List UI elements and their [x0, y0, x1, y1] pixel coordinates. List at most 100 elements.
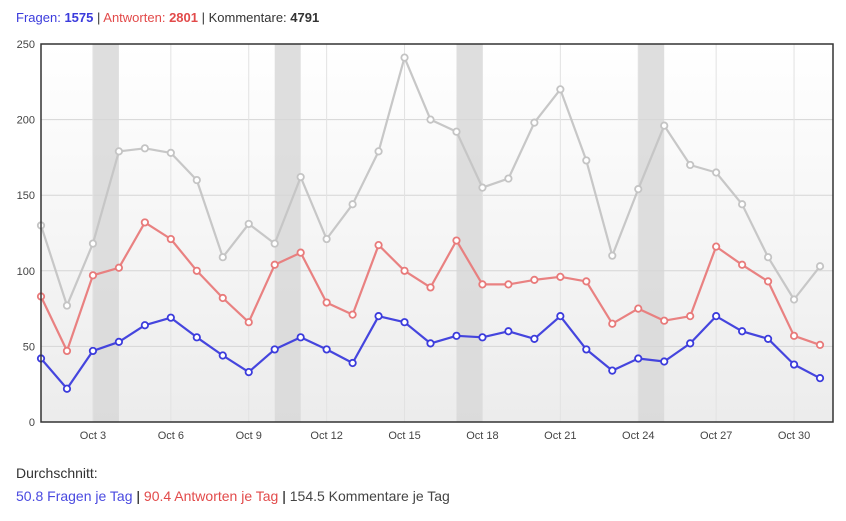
data-point-questions — [88, 346, 98, 356]
data-point-questions — [738, 327, 747, 336]
data-point-answers — [763, 277, 773, 286]
x-tick-label: Oct 15 — [388, 430, 420, 442]
data-point-questions — [763, 334, 773, 343]
data-point-questions — [270, 345, 279, 354]
data-point-questions — [114, 337, 124, 346]
x-tick-label: Oct 18 — [466, 430, 498, 442]
data-point-questions — [166, 313, 175, 322]
data-point-answers — [634, 304, 643, 313]
data-point-comments — [114, 147, 124, 156]
data-point-comments — [426, 115, 435, 124]
data-point-comments — [478, 183, 487, 192]
data-point-answers — [322, 298, 331, 307]
data-point-answers — [712, 242, 721, 251]
data-point-answers — [426, 283, 435, 292]
answers-count: 2801 — [169, 10, 198, 25]
data-point-answers — [582, 277, 591, 286]
data-point-answers — [114, 263, 124, 272]
data-point-questions — [530, 334, 539, 343]
data-point-questions — [322, 345, 331, 354]
avg-comments: 154.5 Kommentare je Tag — [289, 488, 450, 504]
data-point-comments — [400, 53, 409, 62]
data-point-questions — [400, 318, 409, 327]
data-point-answers — [556, 272, 565, 281]
weekend-band — [638, 44, 665, 422]
y-tick-label: 50 — [23, 341, 35, 353]
data-point-answers — [62, 346, 72, 356]
data-point-questions — [374, 312, 383, 321]
data-point-comments — [763, 253, 773, 262]
y-tick-label: 250 — [17, 39, 35, 51]
x-axis-ticks: Oct 3 Oct 6 Oct 9 Oct 12 Oct 15 Oct 18 Oct 21 O… — [80, 430, 810, 442]
data-point-answers — [166, 234, 175, 244]
comments-count: 4791 — [290, 10, 320, 25]
data-point-questions — [712, 312, 721, 321]
data-point-comments — [530, 118, 539, 127]
data-point-answers — [660, 316, 669, 325]
data-point-questions — [478, 333, 487, 342]
data-point-comments — [789, 295, 799, 304]
data-point-comments — [348, 200, 357, 209]
plot-border — [40, 43, 834, 423]
data-point-comments — [556, 85, 565, 94]
data-point-comments — [815, 262, 825, 271]
data-point-comments — [608, 251, 617, 260]
plot-background — [41, 44, 833, 422]
data-point-comments — [270, 239, 279, 248]
data-point-comments — [322, 234, 331, 244]
data-point-questions — [348, 358, 357, 368]
y-axis-ticks: 0 50 100 150 200 250 — [17, 39, 35, 429]
x-tick-label: Oct 30 — [778, 430, 810, 442]
comments-label: Kommentare: — [208, 10, 287, 25]
y-tick-label: 100 — [17, 266, 35, 278]
y-tick-label: 200 — [17, 115, 35, 127]
x-tick-label: Oct 21 — [544, 430, 576, 442]
questions-label: Fragen: — [16, 10, 61, 25]
data-point-answers — [192, 266, 201, 275]
data-point-answers — [608, 319, 617, 328]
data-point-comments — [244, 219, 253, 229]
weekend-band — [456, 44, 483, 422]
data-point-comments — [88, 239, 98, 248]
data-point-answers — [400, 266, 409, 275]
separator: | — [136, 488, 144, 504]
data-point-answers — [270, 260, 279, 269]
x-tick-label: Oct 6 — [158, 430, 184, 442]
y-tick-label: 0 — [29, 417, 35, 429]
data-point-answers — [478, 280, 487, 289]
data-point-comments — [296, 172, 305, 182]
data-point-answers — [374, 240, 383, 250]
data-point-questions — [62, 384, 72, 393]
data-point-answers — [140, 218, 149, 227]
data-point-answers — [738, 260, 747, 269]
grid-lines — [41, 43, 833, 422]
data-point-comments — [660, 121, 669, 130]
data-point-questions — [452, 331, 461, 340]
data-point-answers — [218, 293, 227, 303]
plot-area — [41, 44, 833, 422]
data-point-questions — [686, 339, 695, 348]
data-point-answers — [504, 280, 513, 289]
data-point-comments — [686, 160, 695, 170]
data-point-questions — [504, 327, 513, 336]
data-point-answers — [815, 340, 825, 349]
data-point-questions — [608, 366, 617, 375]
data-point-answers — [88, 271, 98, 280]
answers-label: Antworten: — [103, 10, 166, 25]
data-point-answers — [296, 248, 305, 257]
data-point-questions — [426, 339, 435, 348]
data-point-questions — [192, 333, 201, 342]
data-point-comments — [192, 175, 201, 185]
data-point-questions — [556, 312, 565, 321]
data-point-comments — [452, 127, 461, 136]
data-point-questions — [244, 368, 253, 377]
weekend-band — [92, 44, 119, 422]
data-point-questions — [789, 360, 799, 369]
data-point-comments — [218, 253, 227, 262]
data-point-comments — [582, 156, 591, 165]
data-points — [36, 53, 825, 393]
data-point-questions — [582, 345, 591, 354]
data-point-answers — [686, 312, 695, 321]
y-tick-label: 150 — [17, 190, 35, 202]
